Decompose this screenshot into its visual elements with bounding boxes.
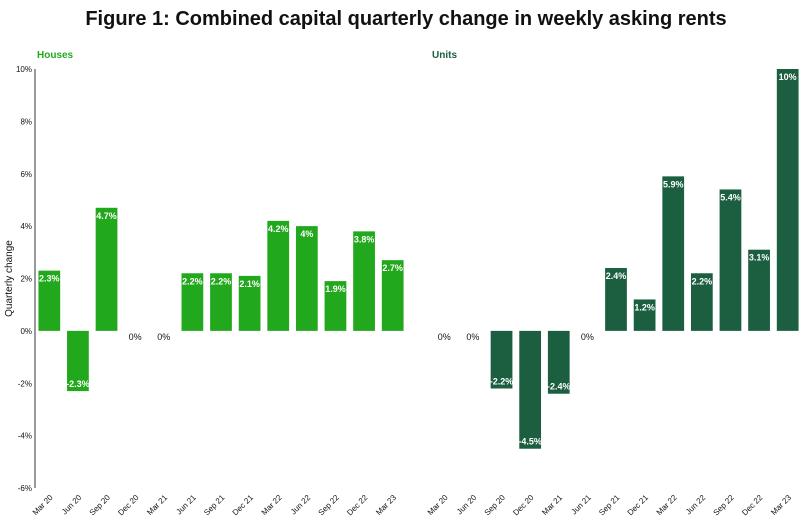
- bar: [748, 249, 770, 331]
- x-tick-label: Mar 23: [769, 493, 793, 517]
- x-tick-label: Jun 21: [569, 493, 593, 517]
- data-label: 4.2%: [268, 224, 289, 234]
- data-label: 4%: [300, 229, 313, 239]
- data-label: 10%: [779, 72, 797, 82]
- y-tick-label: 8%: [20, 117, 32, 126]
- bar: [67, 330, 89, 392]
- bar: [519, 330, 542, 449]
- data-label: 4.7%: [96, 211, 117, 221]
- bar: [547, 330, 570, 394]
- bar: [295, 226, 318, 331]
- bar: [690, 273, 713, 331]
- x-tick-label: Sep 20: [483, 493, 508, 518]
- data-label: 0%: [129, 332, 142, 342]
- data-label: 2.3%: [39, 274, 60, 284]
- data-label: 1.9%: [325, 284, 346, 294]
- y-tick-label: 2%: [20, 275, 32, 284]
- data-label: 5.4%: [720, 192, 741, 202]
- data-label: -2.4%: [547, 382, 571, 392]
- x-tick-label: Mar 21: [145, 493, 169, 517]
- bar: [633, 299, 656, 331]
- y-tick-label: -4%: [18, 432, 32, 441]
- data-label: -4.5%: [518, 437, 542, 447]
- panel-title: Houses: [37, 50, 74, 61]
- y-tick-label: 0%: [20, 327, 32, 336]
- data-label: 0%: [157, 332, 170, 342]
- data-label: -2.2%: [490, 376, 514, 386]
- x-tick-label: Dec 21: [626, 493, 651, 518]
- y-tick-label: 6%: [20, 170, 32, 179]
- data-label: 2.2%: [692, 276, 713, 286]
- data-label: 3.8%: [354, 234, 375, 244]
- bar: [210, 273, 232, 331]
- x-tick-label: Jun 22: [684, 493, 708, 517]
- data-label: 0%: [466, 332, 479, 342]
- x-tick-label: Mar 21: [540, 493, 564, 517]
- x-tick-label: Dec 22: [740, 493, 765, 518]
- bar: [719, 189, 742, 331]
- bar: [238, 275, 261, 331]
- x-tick-label: Dec 22: [345, 493, 370, 518]
- y-tick-label: -6%: [18, 484, 32, 493]
- bar: [38, 270, 61, 331]
- data-label: 2.2%: [211, 276, 232, 286]
- data-label: 3.1%: [749, 253, 770, 263]
- x-tick-label: Sep 20: [88, 493, 113, 518]
- x-tick-label: Jun 22: [289, 493, 313, 517]
- x-tick-label: Mar 20: [31, 493, 55, 517]
- x-tick-label: Jun 21: [174, 493, 198, 517]
- data-label: 2.4%: [606, 271, 627, 281]
- y-axis-title: Quarterly change: [4, 240, 15, 317]
- data-label: 1.2%: [634, 302, 655, 312]
- bar: [181, 273, 204, 331]
- x-tick-label: Sep 21: [597, 493, 622, 518]
- bar: [490, 330, 513, 389]
- x-tick-label: Jun 20: [455, 493, 479, 517]
- y-tick-label: 4%: [20, 222, 32, 231]
- x-tick-label: Mar 22: [260, 493, 284, 517]
- data-label: 0%: [438, 332, 451, 342]
- bar: [353, 231, 375, 331]
- bar: [267, 220, 290, 331]
- bar: [381, 260, 404, 331]
- x-tick-label: Sep 22: [317, 493, 342, 518]
- bar: [324, 281, 347, 331]
- x-tick-label: Sep 21: [202, 493, 227, 518]
- data-label: 2.1%: [239, 279, 260, 289]
- data-label: 2.2%: [182, 276, 203, 286]
- x-tick-label: Mar 22: [655, 493, 679, 517]
- data-label: 2.7%: [382, 263, 403, 273]
- y-tick-label: -2%: [18, 379, 32, 388]
- panel-title: Units: [432, 50, 457, 61]
- figure-title: Figure 1: Combined capital quarterly cha…: [85, 8, 727, 30]
- y-tick-label: 10%: [16, 65, 32, 74]
- x-tick-label: Dec 21: [231, 493, 256, 518]
- bar: [95, 207, 118, 331]
- x-tick-label: Sep 22: [712, 493, 737, 518]
- x-tick-label: Dec 20: [511, 493, 536, 518]
- x-tick-label: Mar 23: [374, 493, 398, 517]
- data-label: -2.3%: [66, 379, 90, 389]
- x-tick-label: Jun 20: [60, 493, 84, 517]
- bar: [662, 176, 685, 331]
- data-label: 0%: [581, 332, 594, 342]
- bar: [776, 69, 799, 331]
- data-label: 5.9%: [663, 179, 684, 189]
- x-tick-label: Dec 20: [116, 493, 141, 518]
- bar: [605, 268, 627, 331]
- x-tick-label: Mar 20: [426, 493, 450, 517]
